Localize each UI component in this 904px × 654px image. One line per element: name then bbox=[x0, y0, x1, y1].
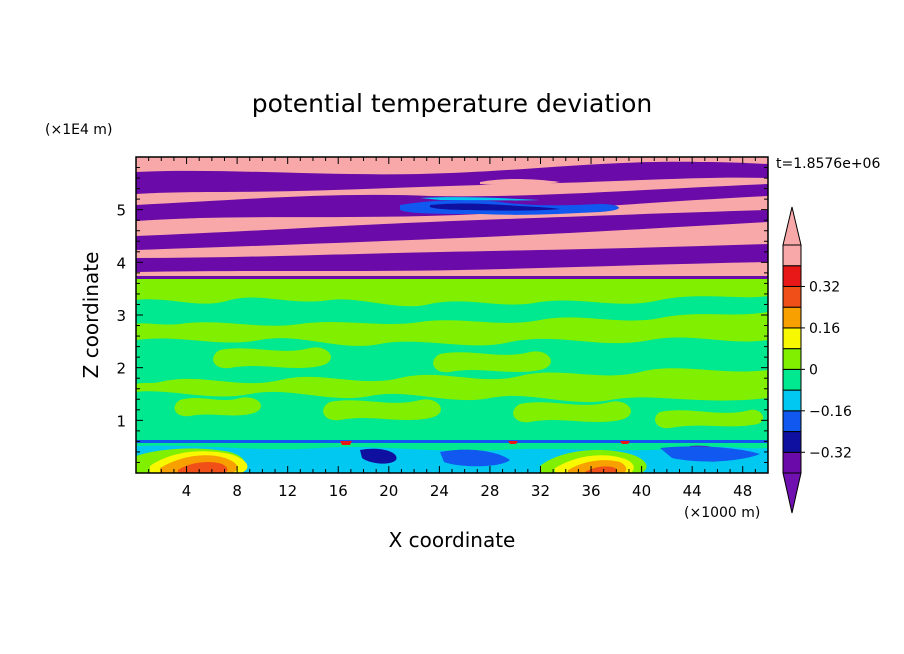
layer-boundary-line bbox=[136, 276, 768, 279]
blue-bl-2 bbox=[660, 446, 760, 462]
lime-spots-3 bbox=[513, 401, 631, 423]
boundary-layer bbox=[136, 440, 768, 473]
colorbar-swatch bbox=[782, 368, 802, 391]
x-tick-label: 4 bbox=[182, 482, 192, 500]
colorbar-under-triangle bbox=[782, 472, 802, 514]
x-tick-label: 8 bbox=[232, 482, 242, 500]
x-tick-label: 36 bbox=[581, 482, 600, 500]
x-tick-label: 48 bbox=[733, 482, 752, 500]
lime-spots-5 bbox=[213, 347, 331, 369]
y-tick-label: 3 bbox=[116, 307, 126, 325]
purple-band-4 bbox=[136, 244, 768, 272]
x-axis: 4 8 12 16 20 24 28 32 36 40 44 48 bbox=[148, 157, 756, 500]
red-bl-2 bbox=[585, 466, 617, 473]
time-label: t=1.8576e+06 bbox=[776, 156, 880, 172]
colorbar-swatch bbox=[782, 327, 802, 350]
colorbar-swatch bbox=[782, 265, 802, 287]
colorbar-swatch bbox=[782, 285, 802, 308]
colorbar-label: −0.32 bbox=[809, 445, 852, 461]
y-tick-label: 5 bbox=[116, 202, 126, 220]
colorbar: 0.32 0.16 0 −0.16 −0.32 bbox=[782, 206, 852, 514]
colorbar-swatch bbox=[782, 348, 802, 370]
lime-spots-2 bbox=[323, 399, 441, 421]
lime-spots-4 bbox=[655, 409, 764, 429]
x-tick-label: 40 bbox=[632, 482, 651, 500]
green-blotch-1 bbox=[136, 296, 768, 326]
x-tick-label: 32 bbox=[531, 482, 550, 500]
navy-patch-upper bbox=[430, 203, 560, 211]
colorbar-label: −0.16 bbox=[809, 404, 852, 420]
chart-title: potential temperature deviation bbox=[252, 89, 652, 118]
colorbar-over-triangle bbox=[782, 206, 802, 246]
colorbar-swatch bbox=[782, 306, 802, 329]
red-bl-1 bbox=[178, 462, 228, 473]
colorbar-label: 0.16 bbox=[809, 321, 840, 337]
colorbar-swatch bbox=[782, 451, 802, 474]
colorbar-label: 0.32 bbox=[809, 279, 840, 295]
y-axis-label: Z coordinate bbox=[79, 252, 103, 379]
x-unit-label: (×1000 m) bbox=[684, 505, 760, 521]
x-tick-label: 24 bbox=[430, 482, 449, 500]
pink-island bbox=[480, 179, 560, 186]
mid-layer bbox=[136, 279, 768, 442]
x-tick-label: 20 bbox=[379, 482, 398, 500]
y-tick-label: 2 bbox=[116, 360, 126, 378]
y-axis: 1 2 3 4 5 bbox=[116, 167, 768, 463]
colorbar-swatch bbox=[782, 244, 802, 267]
colorbar-label: 0 bbox=[809, 362, 818, 378]
boundary-top-line bbox=[136, 440, 768, 443]
contour-field bbox=[136, 157, 768, 473]
blue-bl-1 bbox=[440, 449, 510, 467]
purple-band-3 bbox=[136, 210, 768, 250]
colorbar-swatch bbox=[782, 410, 802, 433]
y-tick-label: 1 bbox=[116, 412, 126, 430]
navy-bl-1 bbox=[360, 448, 397, 464]
cyan-edge-1 bbox=[420, 197, 540, 201]
x-axis-label: X coordinate bbox=[389, 528, 516, 552]
y-tick-label: 4 bbox=[116, 254, 126, 272]
y-unit-label: (×1E4 m) bbox=[45, 122, 112, 138]
upper-layer-bands bbox=[136, 157, 768, 280]
x-tick-label: 44 bbox=[683, 482, 702, 500]
x-tick-label: 12 bbox=[278, 482, 297, 500]
colorbar-swatch bbox=[782, 389, 802, 412]
x-tick-label: 28 bbox=[480, 482, 499, 500]
lime-spots-6 bbox=[433, 351, 551, 373]
x-tick-label: 16 bbox=[329, 482, 348, 500]
colorbar-swatch bbox=[782, 431, 802, 453]
purple-band-1 bbox=[136, 161, 768, 194]
lime-spots-1 bbox=[174, 397, 261, 417]
